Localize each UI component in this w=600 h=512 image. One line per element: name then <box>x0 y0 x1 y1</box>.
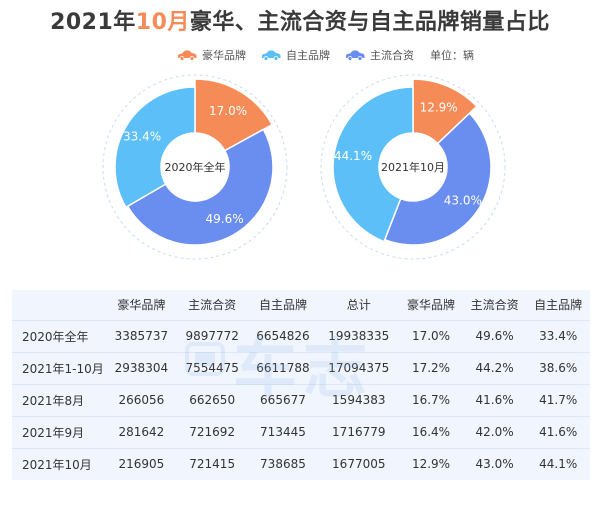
table-cell: 19938335 <box>318 319 400 352</box>
table-row-label: 2021年8月 <box>12 383 106 416</box>
table-cell: 6654826 <box>247 319 319 352</box>
legend-label: 豪华品牌 <box>202 49 246 62</box>
table-row-label: 2021年1-10月 <box>12 351 106 384</box>
pie-center-label: 2021年10月 <box>381 160 445 174</box>
table-cell: 33.4% <box>526 319 590 352</box>
table-header-cell: 总计 <box>346 298 371 313</box>
table-row-label: 2021年9月 <box>12 415 106 448</box>
car-icon <box>346 50 365 61</box>
table-cell: 665677 <box>247 383 319 416</box>
legend-item-domestic: 自主品牌 <box>260 47 330 63</box>
table-cell: 721692 <box>176 415 248 448</box>
table-cell: 1716779 <box>318 415 400 448</box>
sales-table: 豪华品牌 主流合资 自主品牌 总计 豪华品牌 主流合资 自主品牌 2020年全年… <box>12 290 590 480</box>
pie-slice-label: 44.1% <box>334 149 372 163</box>
table-header-cell: 自主品牌 <box>534 298 583 313</box>
pie-outer-ring <box>320 74 506 260</box>
title-pre: 2021年 <box>50 10 136 35</box>
table-cell: 216905 <box>106 447 177 480</box>
table-cell: 1594383 <box>318 383 400 416</box>
table-row: 2021年8月 266056 662650 665677 1594383 16.7% 41.… <box>12 383 590 416</box>
legend: 豪华品牌 自主品牌 主流合资 单位：辆 <box>176 47 474 63</box>
car-icon <box>262 50 281 61</box>
table-cell: 17.2% <box>399 351 463 384</box>
table-row: 2021年1-10月 2938304 7554475 6611788 17094375 1… <box>12 351 590 384</box>
table-cell: 42.0% <box>462 415 527 448</box>
pie-center-label: 2020年全年 <box>165 160 226 174</box>
legend-item-jv: 主流合资 <box>344 47 414 63</box>
table-cell: 281642 <box>106 415 177 448</box>
table-row-label: 2020年全年 <box>12 319 106 352</box>
legend-label: 自主品牌 <box>286 49 330 62</box>
table-header-row: 豪华品牌 主流合资 自主品牌 总计 豪华品牌 主流合资 自主品牌 <box>12 290 590 320</box>
data-table-container: 豪华品牌 主流合资 自主品牌 总计 豪华品牌 主流合资 自主品牌 2020年全年… <box>12 290 590 480</box>
table-header-cell: 自主品牌 <box>258 298 307 313</box>
title-highlight: 10月 <box>135 10 190 35</box>
legend-item-luxury: 豪华品牌 <box>176 47 246 63</box>
table-cell: 43.0% <box>462 447 527 480</box>
table-header-cell: 主流合资 <box>470 298 519 313</box>
table-row-label: 2021年10月 <box>12 447 106 480</box>
table-cell: 16.4% <box>399 415 463 448</box>
table-cell: 49.6% <box>462 319 527 352</box>
pie-slice-label: 43.0% <box>444 193 482 207</box>
table-cell: 38.6% <box>526 351 590 384</box>
pie-chart-2020: 17.0% 49.6% 33.4% 2020年全年 <box>102 74 288 260</box>
table-cell: 44.1% <box>526 447 590 480</box>
table-cell: 44.2% <box>462 351 527 384</box>
table-cell: 266056 <box>106 383 177 416</box>
pie-slice-label: 12.9% <box>420 100 458 114</box>
chart-title: 2021年10月豪华、主流合资与自主品牌销量占比 <box>0 4 600 36</box>
pie-slice-label: 49.6% <box>206 212 244 226</box>
table-cell: 2938304 <box>106 351 177 384</box>
table-cell: 738685 <box>247 447 319 480</box>
table-cell: 16.7% <box>399 383 463 416</box>
table-cell: 713445 <box>247 415 319 448</box>
table-cell: 41.6% <box>526 415 590 448</box>
title-post: 豪华、主流合资与自主品牌销量占比 <box>189 10 550 35</box>
table-cell: 41.7% <box>526 383 590 416</box>
table-header-cell: 豪华品牌 <box>407 298 456 313</box>
table-cell: 721415 <box>176 447 248 480</box>
table-cell: 6611788 <box>247 351 319 384</box>
table-cell: 12.9% <box>399 447 463 480</box>
pie-center-hole <box>379 133 447 201</box>
unit-label: 单位：辆 <box>430 49 474 62</box>
pie-chart-2021-10: 12.9% 43.0% 44.1% 2021年10月 <box>320 74 506 260</box>
table-header-cell <box>12 290 106 320</box>
table-row: 2020年全年 3385737 9897772 6654826 19938335 17.0… <box>12 319 590 352</box>
table-header-cell: 豪华品牌 <box>117 298 166 313</box>
table-cell: 17.0% <box>399 319 463 352</box>
car-icon <box>178 50 197 61</box>
pie-outer-ring <box>102 74 288 260</box>
table-cell: 17094375 <box>318 351 400 384</box>
pie-slice-label: 33.4% <box>123 130 161 144</box>
legend-label: 主流合资 <box>370 49 414 62</box>
table-cell: 7554475 <box>176 351 248 384</box>
table-cell: 3385737 <box>106 319 177 352</box>
table-cell: 9897772 <box>176 319 248 352</box>
pie-slice-label: 17.0% <box>209 104 247 118</box>
table-cell: 662650 <box>176 383 248 416</box>
pie-center-hole <box>161 133 229 201</box>
table-row: 2021年10月 216905 721415 738685 1677005 12.9% 43… <box>12 447 590 480</box>
table-header-cell: 主流合资 <box>188 298 237 313</box>
table-row: 2021年9月 281642 721692 713445 1716779 16.4% 42.… <box>12 415 590 448</box>
table-cell: 1677005 <box>318 447 400 480</box>
table-cell: 41.6% <box>462 383 527 416</box>
